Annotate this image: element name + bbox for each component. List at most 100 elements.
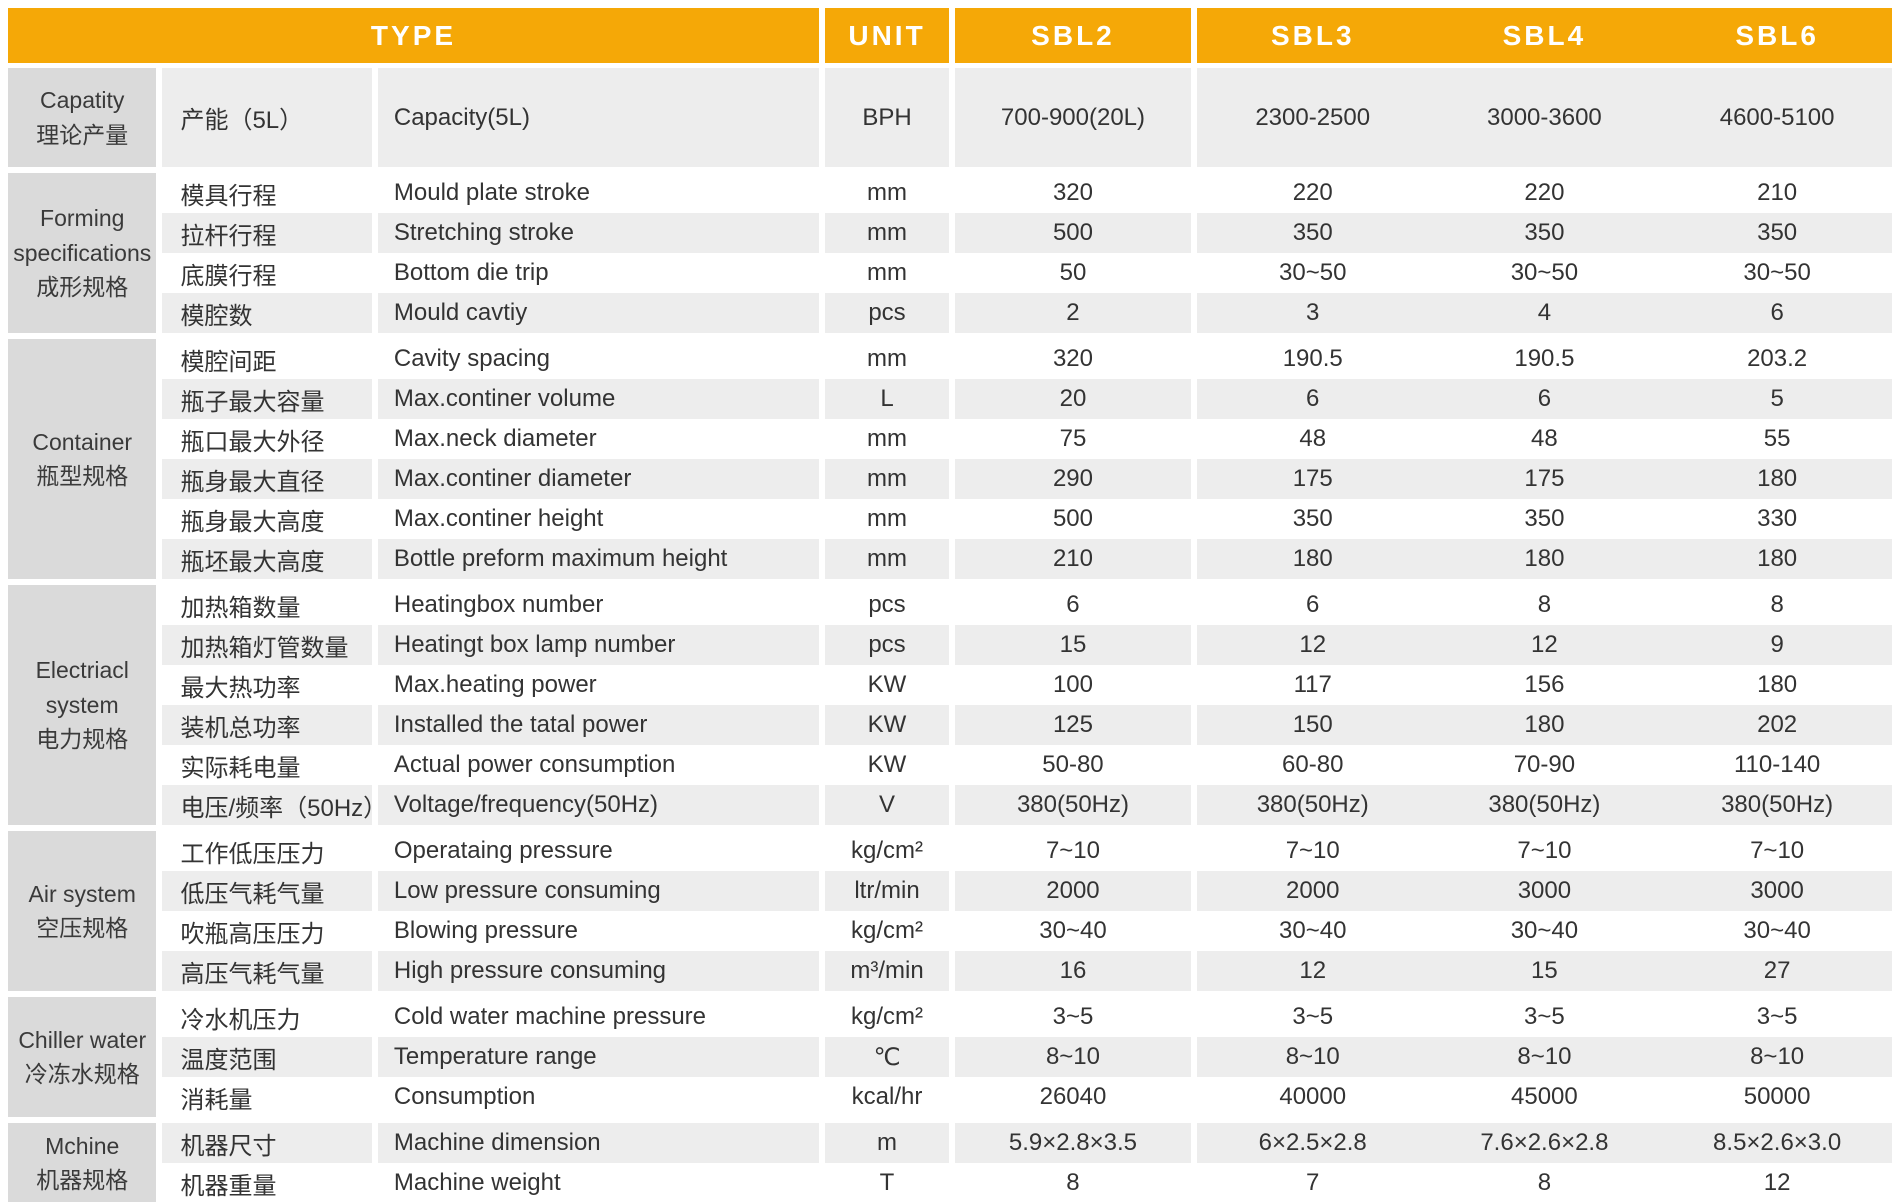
unit-cell: mm — [824, 499, 956, 539]
spec-label-en: Max.continer diameter — [377, 459, 825, 499]
spec-label-zh: 瓶子最大容量 — [162, 379, 378, 419]
unit-cell: KW — [824, 665, 956, 705]
value-sbl4: 180 — [1428, 539, 1661, 579]
unit-cell: kg/cm² — [824, 825, 956, 871]
spec-label-en: Stretching stroke — [377, 213, 825, 253]
spec-label-zh: 底膜行程 — [162, 253, 378, 293]
group-label: Capatity 理论产量 — [8, 68, 163, 167]
value-sbl2: 2000 — [955, 871, 1197, 911]
group-label: Container 瓶型规格 — [8, 333, 163, 579]
spec-label-zh: 装机总功率 — [162, 705, 378, 745]
value-sbl6: 8 — [1660, 579, 1892, 625]
value-sbl4: 350 — [1428, 213, 1661, 253]
value-sbl6: 203.2 — [1660, 333, 1892, 379]
header-model-sbl3: SBL3 — [1196, 8, 1429, 68]
value-sbl3: 2300-2500 — [1196, 68, 1429, 167]
value-sbl4: 220 — [1428, 167, 1661, 213]
group-label-en: Electriacl system — [35, 657, 129, 718]
unit-cell: kg/cm² — [824, 911, 956, 951]
value-sbl3: 12 — [1196, 625, 1429, 665]
value-sbl6: 30~40 — [1660, 911, 1892, 951]
value-sbl4: 7~10 — [1428, 825, 1661, 871]
value-sbl6: 180 — [1660, 539, 1892, 579]
value-sbl2: 8 — [955, 1163, 1197, 1202]
value-sbl4: 156 — [1428, 665, 1661, 705]
value-sbl2: 20 — [955, 379, 1197, 419]
spec-label-zh: 最大热功率 — [162, 665, 378, 705]
value-sbl3: 190.5 — [1196, 333, 1429, 379]
value-sbl3: 6 — [1196, 579, 1429, 625]
spec-label-zh: 瓶坯最大高度 — [162, 539, 378, 579]
spec-label-en: Actual power consumption — [377, 745, 825, 785]
value-sbl3: 40000 — [1196, 1077, 1429, 1117]
value-sbl6: 180 — [1660, 665, 1892, 705]
spec-label-zh: 模具行程 — [162, 167, 378, 213]
value-sbl4: 30~50 — [1428, 253, 1661, 293]
value-sbl2: 6 — [955, 579, 1197, 625]
spec-label-zh: 拉杆行程 — [162, 213, 378, 253]
spec-label-en: High pressure consuming — [377, 951, 825, 991]
spec-label-zh: 瓶身最大高度 — [162, 499, 378, 539]
value-sbl3: 60-80 — [1196, 745, 1429, 785]
group-label-zh: 空压规格 — [36, 915, 129, 941]
value-sbl3: 350 — [1196, 499, 1429, 539]
value-sbl4: 380(50Hz) — [1428, 785, 1661, 825]
value-sbl6: 210 — [1660, 167, 1892, 213]
value-sbl6: 6 — [1660, 293, 1892, 333]
spec-label-en: Machine dimension — [377, 1117, 825, 1163]
spec-row: 瓶坯最大高度 Bottle preform maximum height mm 210… — [8, 539, 1892, 579]
value-sbl2: 26040 — [955, 1077, 1197, 1117]
value-sbl6: 12 — [1660, 1163, 1892, 1202]
unit-cell: KW — [824, 745, 956, 785]
value-sbl2: 500 — [955, 213, 1197, 253]
value-sbl6: 27 — [1660, 951, 1892, 991]
value-sbl6: 350 — [1660, 213, 1892, 253]
spec-label-zh: 瓶口最大外径 — [162, 419, 378, 459]
spec-row: 瓶身最大高度 Max.continer height mm 500 350 350 330 — [8, 499, 1892, 539]
value-sbl2: 290 — [955, 459, 1197, 499]
group-label: Chiller water 冷冻水规格 — [8, 991, 163, 1117]
value-sbl2: 380(50Hz) — [955, 785, 1197, 825]
value-sbl4: 48 — [1428, 419, 1661, 459]
spec-label-en: Heatingbox number — [377, 579, 825, 625]
spec-row: Mchine 机器规格 机器尺寸 Machine dimension m 5.9×2.8×… — [8, 1117, 1892, 1202]
value-sbl3: 7 — [1196, 1163, 1429, 1202]
unit-cell: V — [824, 785, 956, 825]
value-sbl6: 3000 — [1660, 871, 1892, 911]
value-sbl2: 3~5 — [955, 991, 1197, 1037]
spec-label-en: Heatingt box lamp number — [377, 625, 825, 665]
value-sbl4: 3000 — [1428, 871, 1661, 911]
value-sbl6: 180 — [1660, 459, 1892, 499]
spec-row: 拉杆行程 Stretching stroke mm 500 350 350 350 — [8, 213, 1892, 253]
header-unit: UNIT — [824, 8, 956, 68]
value-sbl4: 175 — [1428, 459, 1661, 499]
group-label-zh: 机器规格 — [36, 1167, 129, 1193]
value-sbl2: 50-80 — [955, 745, 1197, 785]
value-sbl3: 175 — [1196, 459, 1429, 499]
spec-row: 高压气耗气量 High pressure consuming m³/min 16 12 1… — [8, 951, 1892, 991]
spec-row: 消耗量 Consumption kcal/hr 26040 40000 45000 5000… — [8, 1077, 1892, 1117]
spec-row: Chiller water 冷冻水规格 冷水机压力 Cold water machin… — [8, 991, 1892, 1117]
group-label: Forming specifications 成形规格 — [8, 167, 163, 333]
spec-label-en: Bottom die trip — [377, 253, 825, 293]
value-sbl6: 380(50Hz) — [1660, 785, 1892, 825]
spec-row: 温度范围 Temperature range ℃ 8~10 8~10 8~10 8~10 — [8, 1037, 1892, 1077]
spec-label-en: Mould cavtiy — [377, 293, 825, 333]
header-row: TYPE UNIT SBL2 SBL3 SBL4 SBL6 — [8, 8, 1892, 68]
unit-cell: pcs — [824, 625, 956, 665]
value-sbl2: 2 — [955, 293, 1197, 333]
value-sbl6: 30~50 — [1660, 253, 1892, 293]
value-sbl2: 8~10 — [955, 1037, 1197, 1077]
spec-row: 瓶身最大直径 Max.continer diameter mm 290 175 175 18… — [8, 459, 1892, 499]
spec-label-zh: 加热箱数量 — [162, 579, 378, 625]
value-sbl3: 117 — [1196, 665, 1429, 705]
value-sbl3: 30~50 — [1196, 253, 1429, 293]
unit-cell: pcs — [824, 579, 956, 625]
value-sbl2: 30~40 — [955, 911, 1197, 951]
spec-table-body: Capatity 理论产量 产能（5L） Capacity(5L) BPH 700-900… — [8, 68, 1892, 1202]
value-sbl4: 190.5 — [1428, 333, 1661, 379]
unit-cell: L — [824, 379, 956, 419]
group-label-zh: 理论产量 — [36, 121, 129, 148]
value-sbl4: 8 — [1428, 579, 1661, 625]
spec-label-zh: 实际耗电量 — [162, 745, 378, 785]
